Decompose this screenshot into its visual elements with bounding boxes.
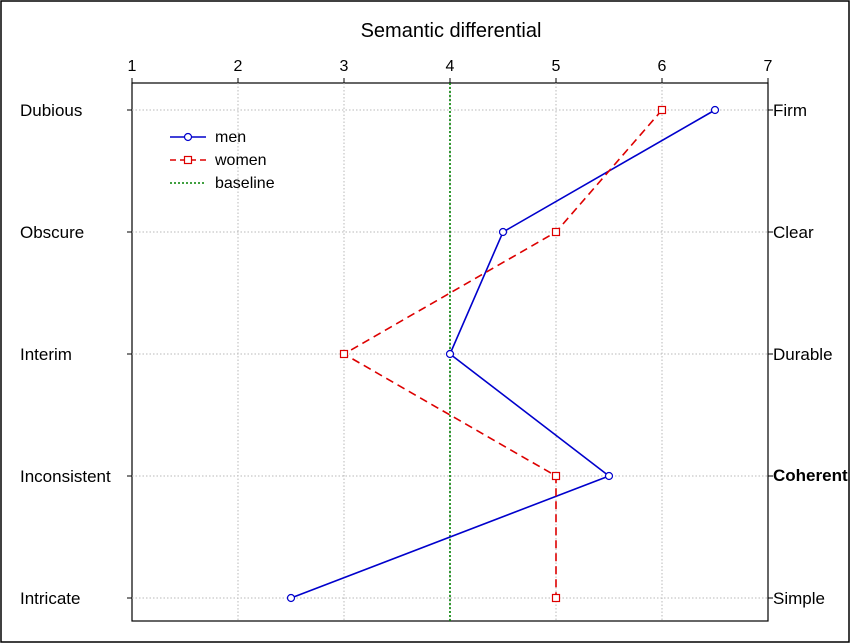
- x-axis-ticks: 1 2 3 4 5 6 7: [127, 58, 773, 599]
- men-data-point: [286, 593, 296, 603]
- men-data-point: [498, 227, 508, 237]
- right-category-label: Clear: [773, 223, 814, 242]
- left-category-label: Obscure: [20, 223, 84, 242]
- women-data-point: [339, 349, 349, 359]
- women-data-point: [551, 227, 561, 237]
- women-legend-label: women: [214, 152, 267, 169]
- right-category-label: Durable: [773, 345, 833, 364]
- chart-title: Semantic differential: [361, 20, 542, 42]
- men-data-point: [445, 349, 455, 359]
- x-tick-label: 7: [764, 58, 773, 75]
- legend: men women baseline: [170, 129, 275, 192]
- right-category-label: Simple: [773, 589, 825, 608]
- right-category-label: Firm: [773, 101, 807, 120]
- men-legend-label: men: [215, 129, 246, 146]
- left-category-label: Intricate: [20, 589, 80, 608]
- x-tick-label: 4: [446, 58, 455, 75]
- men-data-point: [710, 105, 720, 115]
- x-tick-label: 3: [340, 58, 349, 75]
- left-category-label: Inconsistent: [20, 467, 111, 486]
- x-tick-label: 6: [658, 58, 667, 75]
- women-legend-marker: [183, 155, 193, 165]
- men-data-point: [604, 471, 614, 481]
- left-category-label: Dubious: [20, 101, 82, 120]
- series-layer: [286, 105, 720, 603]
- x-tick-label: 1: [128, 58, 137, 75]
- women-data-point: [551, 471, 561, 481]
- women-data-point: [657, 105, 667, 115]
- baseline-legend-label: baseline: [215, 175, 275, 192]
- left-category-label: Interim: [20, 345, 72, 364]
- x-tick-label: 5: [552, 58, 561, 75]
- women-data-point: [551, 593, 561, 603]
- right-category-label: Coherent: [773, 466, 848, 485]
- men-legend-marker: [183, 132, 193, 142]
- x-tick-label: 2: [234, 58, 243, 75]
- category-labels: Dubious Firm Obscure Clear Interim Durable Inc…: [20, 101, 848, 608]
